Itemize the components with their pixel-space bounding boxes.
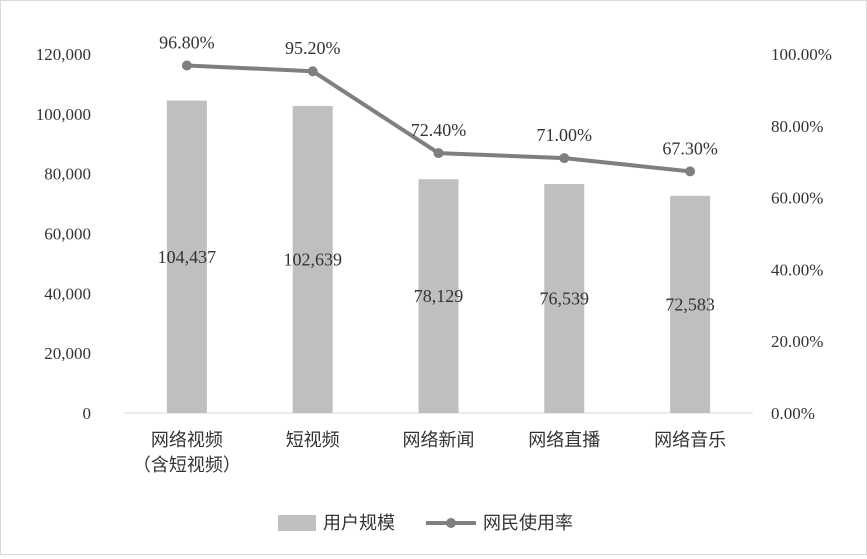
line-value-label: 71.00% — [537, 125, 593, 145]
category-label: （含短视频） — [133, 455, 241, 475]
bar-value-label: 78,129 — [414, 286, 464, 306]
bar — [292, 105, 333, 413]
bar — [418, 179, 459, 413]
left-tick-label: 40,000 — [44, 284, 91, 303]
legend: 用户规模 网民使用率 — [278, 513, 573, 533]
right-tick-label: 80.00% — [771, 117, 823, 136]
left-tick-label: 20,000 — [44, 344, 91, 363]
legend-label-bar: 用户规模 — [323, 513, 395, 533]
right-tick-label: 60.00% — [771, 189, 823, 208]
bar-value-label: 72,583 — [665, 294, 715, 314]
left-tick-label: 0 — [83, 404, 92, 423]
legend-swatch-marker — [446, 518, 456, 528]
legend-swatch-bar — [278, 515, 316, 531]
legend-label-line: 网民使用率 — [483, 513, 573, 533]
category-label: 网络音乐 — [654, 430, 726, 450]
line-point — [181, 60, 192, 71]
line-point — [433, 148, 444, 159]
left-tick-label: 100,000 — [36, 105, 91, 124]
bar-series — [166, 100, 711, 413]
category-label: 网络视频 — [151, 430, 223, 450]
left-axis-ticks: 0 20,000 40,000 60,000 80,000 100,000 120,000 — [36, 45, 91, 423]
category-labels: 网络视频 （含短视频） 短视频 网络新闻 网络直播 网络音乐 — [133, 430, 726, 475]
line-point — [307, 66, 318, 77]
left-tick-label: 120,000 — [36, 45, 91, 64]
line-value-label: 96.80% — [159, 32, 215, 52]
category-label: 网络新闻 — [403, 430, 475, 450]
left-tick-label: 60,000 — [44, 225, 91, 244]
bar — [166, 100, 207, 413]
bar — [544, 184, 585, 413]
line-data-labels: 96.80% 95.20% 72.40% 71.00% 67.30% — [159, 32, 718, 158]
right-tick-label: 0.00% — [771, 404, 815, 423]
right-tick-label: 20.00% — [771, 332, 823, 351]
bar-value-label: 104,437 — [158, 247, 217, 267]
line-value-label: 72.40% — [411, 120, 467, 140]
right-axis-ticks: 0.00% 20.00% 40.00% 60.00% 80.00% 100.00% — [771, 45, 832, 423]
bar-value-label: 76,539 — [540, 289, 590, 309]
category-label: 网络直播 — [528, 430, 600, 450]
right-tick-label: 100.00% — [771, 45, 832, 64]
line-series — [181, 60, 696, 177]
line-value-label: 67.30% — [662, 138, 718, 158]
bar — [670, 195, 711, 413]
line-point — [559, 153, 570, 164]
right-tick-label: 40.00% — [771, 260, 823, 279]
bar-data-labels: 104,437 102,639 78,129 76,539 72,583 — [158, 247, 715, 315]
category-label: 短视频 — [286, 430, 340, 450]
bar-value-label: 102,639 — [283, 249, 342, 269]
line-point — [685, 166, 696, 177]
left-tick-label: 80,000 — [44, 165, 91, 184]
line-value-label: 95.20% — [285, 38, 341, 58]
